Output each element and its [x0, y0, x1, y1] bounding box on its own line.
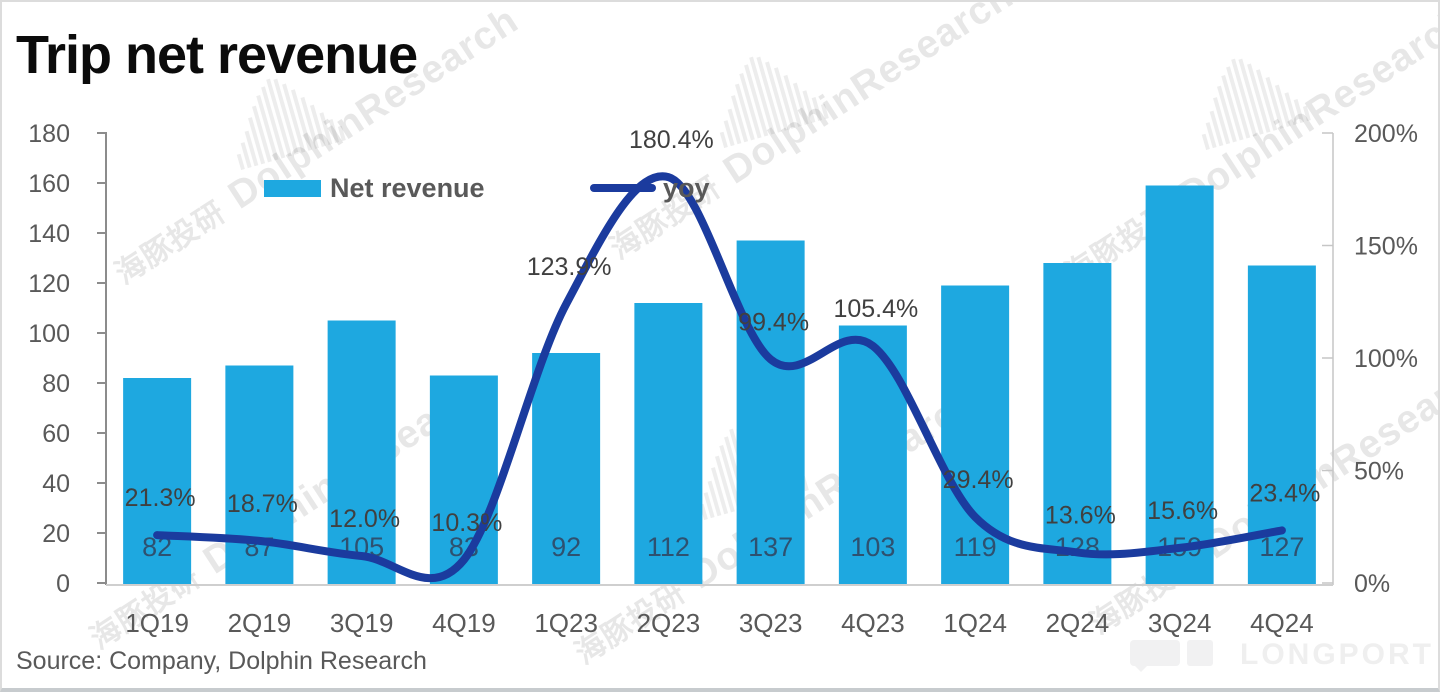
- x-axis-label-4Q19: 4Q19: [432, 608, 496, 638]
- left-axis-tick-label: 140: [28, 220, 70, 248]
- longport-logo: LONGPORT: [1130, 638, 1434, 672]
- x-axis-label-4Q24: 4Q24: [1250, 608, 1314, 638]
- dolphin-bars-watermark-icon: [236, 78, 346, 171]
- right-axis-tick-label: 100%: [1354, 345, 1418, 373]
- net-revenue-legend-swatch-icon: [264, 179, 321, 197]
- chart-title: Trip net revenue: [16, 25, 418, 85]
- x-axis-label-1Q23: 1Q23: [534, 608, 598, 638]
- left-axis-tick-label: 120: [28, 270, 70, 298]
- net-revenue-legend-label: Net revenue: [330, 172, 485, 203]
- yoy-label-3Q19: 12.0%: [329, 505, 400, 533]
- legend-item-net-revenue: Net revenue: [264, 172, 485, 203]
- bar-1Q19: [123, 378, 192, 584]
- bar-3Q23: [736, 240, 805, 584]
- x-axis-label-1Q19: 1Q19: [125, 608, 189, 638]
- x-axis-label-3Q24: 3Q24: [1148, 608, 1212, 638]
- bar-4Q19: [429, 375, 498, 584]
- yoy-label-2Q19: 18.7%: [227, 490, 298, 518]
- yoy-label-3Q23: 99.4%: [738, 308, 809, 336]
- bar-1Q23: [532, 353, 601, 584]
- yoy-legend-line-icon: [590, 184, 656, 192]
- bar-2Q23: [634, 303, 703, 584]
- bar-value-label-1Q23: 92: [551, 532, 581, 562]
- bar-value-label-3Q23: 137: [748, 532, 793, 562]
- x-axis-label-4Q23: 4Q23: [841, 608, 905, 638]
- x-axis-label-1Q24: 1Q24: [943, 608, 1007, 638]
- x-axis-label-3Q19: 3Q19: [330, 608, 394, 638]
- x-axis-label-2Q24: 2Q24: [1046, 608, 1110, 638]
- yoy-label-4Q23: 105.4%: [833, 295, 918, 323]
- yoy-label-4Q19: 10.3%: [431, 509, 502, 537]
- yoy-line: [153, 172, 1286, 583]
- left-axis-tick-label: 20: [42, 520, 70, 548]
- right-axis-tick-label: 200%: [1354, 120, 1418, 148]
- left-axis-tick-label: 0: [56, 570, 70, 598]
- left-axis-tick-label: 80: [42, 370, 70, 398]
- left-axis-tick-label: 40: [42, 470, 70, 498]
- dolphin-bars-watermark-icon: [719, 56, 829, 149]
- yoy-label-2Q23: 180.4%: [629, 126, 714, 154]
- yoy-label-2Q24: 13.6%: [1045, 501, 1116, 529]
- dolphin-bars-watermark-icon: [1201, 58, 1311, 151]
- source-note: Source: Company, Dolphin Research: [16, 647, 427, 675]
- bar-value-label-1Q24: 119: [954, 532, 997, 562]
- yoy-label-1Q24: 29.4%: [943, 466, 1014, 494]
- right-axis-tick-label: 50%: [1354, 458, 1404, 486]
- yoy-label-3Q24: 15.6%: [1147, 497, 1218, 525]
- bar-value-label-4Q23: 103: [850, 532, 895, 562]
- longport-flag-icon: [1130, 640, 1214, 672]
- yoy-label-4Q24: 23.4%: [1249, 479, 1320, 507]
- left-axis-tick-label: 100: [28, 320, 70, 348]
- bar-3Q19: [327, 320, 396, 584]
- right-axis-tick-label: 150%: [1354, 233, 1418, 261]
- longport-logo-text: LONGPORT: [1240, 638, 1434, 671]
- x-axis-label-2Q23: 2Q23: [637, 608, 701, 638]
- yoy-legend-label: yoy: [663, 172, 710, 203]
- left-axis-tick-label: 160: [28, 170, 70, 198]
- left-axis-tick-label: 180: [28, 120, 70, 148]
- yoy-label-1Q19: 21.3%: [125, 484, 196, 512]
- legend-item-yoy: yoy: [590, 172, 710, 203]
- x-axis-label-3Q23: 3Q23: [739, 608, 803, 638]
- yoy-label-1Q23: 123.9%: [527, 253, 612, 281]
- x-axis-label-2Q19: 2Q19: [228, 608, 292, 638]
- left-axis-tick-label: 60: [42, 420, 70, 448]
- bar-3Q24: [1145, 185, 1214, 584]
- right-axis-tick-label: 0%: [1354, 570, 1390, 598]
- bar-value-label-2Q23: 112: [647, 532, 690, 562]
- bar-2Q24: [1043, 263, 1112, 584]
